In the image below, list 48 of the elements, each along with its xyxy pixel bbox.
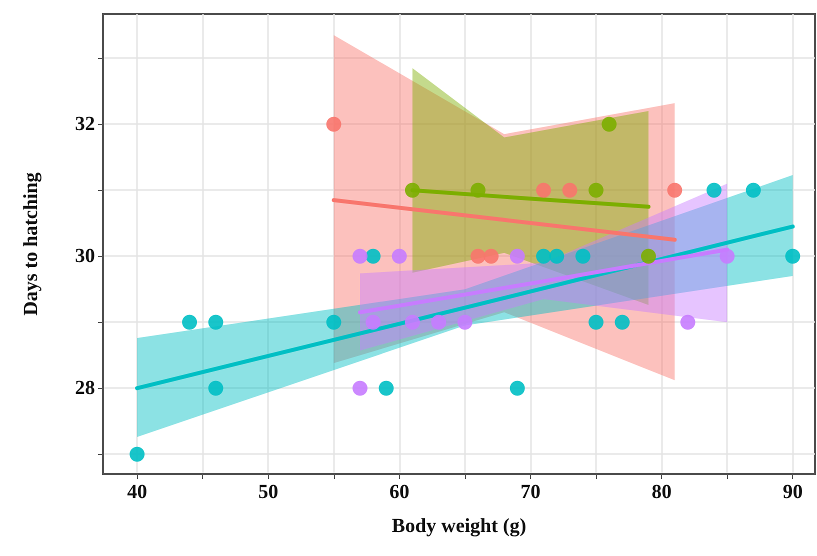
point — [470, 182, 486, 198]
point — [326, 314, 342, 330]
point — [182, 314, 198, 330]
point — [378, 380, 394, 396]
x-tick-label: 70 — [520, 481, 540, 503]
point — [208, 380, 224, 396]
point — [366, 248, 381, 264]
y-axis-title: Days to hatching — [20, 172, 42, 316]
point — [392, 248, 407, 264]
point — [326, 116, 342, 132]
point — [510, 248, 525, 264]
point — [457, 314, 472, 330]
x-tick-label: 40 — [127, 481, 148, 503]
point — [470, 248, 486, 264]
point — [588, 182, 604, 198]
point — [404, 314, 420, 330]
x-tick-label: 50 — [258, 481, 278, 503]
y-tick-label: 32 — [75, 113, 95, 136]
point — [352, 380, 368, 396]
point — [536, 182, 552, 198]
point — [536, 248, 552, 264]
point — [706, 182, 722, 198]
point — [352, 248, 368, 264]
point — [614, 314, 630, 330]
point — [484, 248, 499, 264]
point — [549, 248, 564, 264]
point — [575, 248, 590, 264]
point — [602, 116, 617, 132]
x-tick-label: 60 — [389, 481, 410, 503]
y-tick-label: 28 — [75, 377, 95, 400]
x-tick-label: 80 — [652, 481, 672, 503]
point — [640, 248, 656, 264]
x-axis-title: Body weight (g) — [392, 515, 526, 537]
point — [746, 182, 761, 198]
y-tick-label: 30 — [75, 245, 95, 268]
point — [680, 314, 696, 330]
x-tick-label: 90 — [782, 481, 803, 503]
point — [588, 314, 604, 330]
point — [366, 314, 381, 330]
point — [130, 446, 145, 462]
point — [208, 314, 224, 330]
point — [562, 182, 578, 198]
point — [510, 380, 525, 396]
point — [667, 182, 682, 198]
point — [404, 182, 420, 198]
point — [720, 248, 735, 264]
point — [785, 248, 800, 264]
point — [431, 314, 446, 330]
